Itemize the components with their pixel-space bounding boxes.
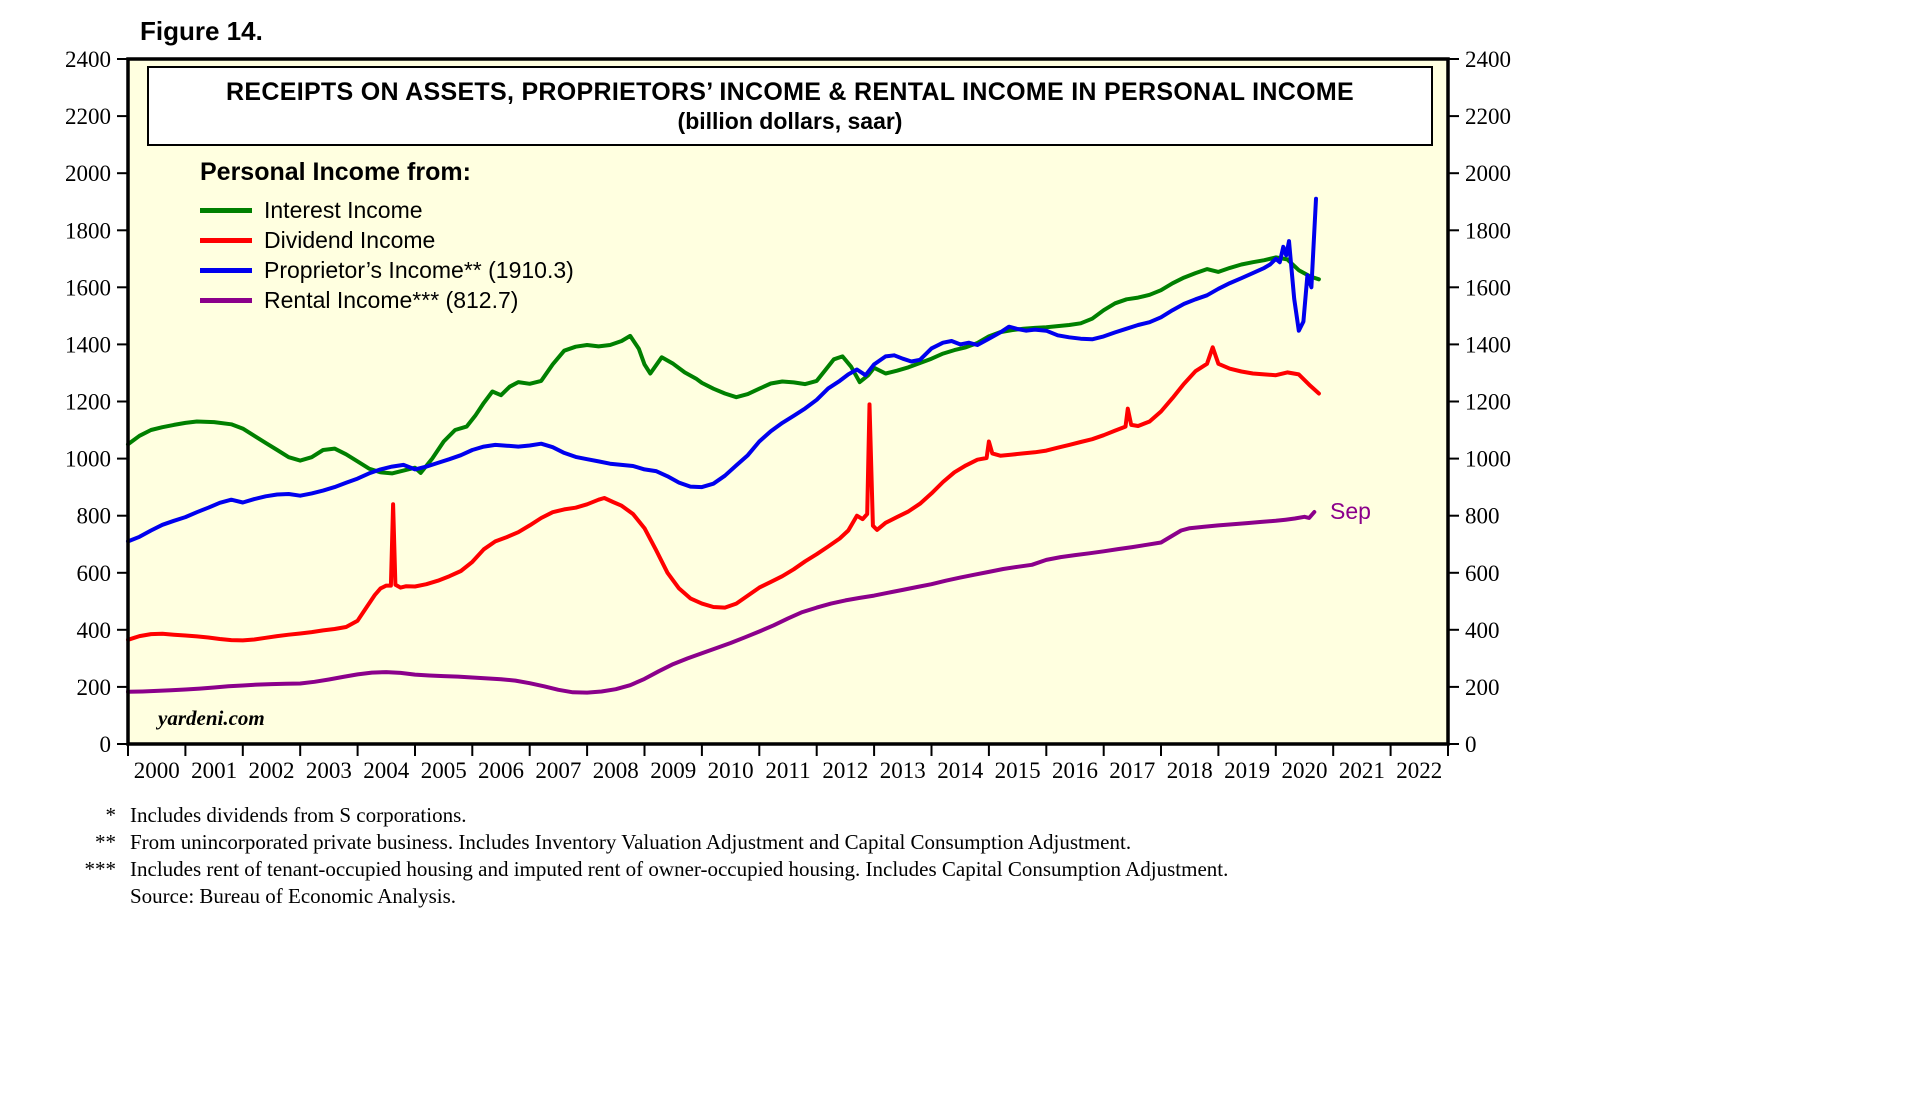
chart-title-box: RECEIPTS ON ASSETS, PROPRIETORS’ INCOME …: [147, 66, 1433, 146]
y-tick-label: 800: [1465, 504, 1500, 529]
y-tick-label: 200: [1465, 675, 1500, 700]
y-tick-label: 600: [77, 561, 112, 586]
y-tick-label: 2200: [1465, 104, 1511, 129]
sep-annotation: Sep: [1330, 498, 1371, 524]
y-tick-label: 0: [100, 732, 112, 757]
legend-header: Personal Income from:: [200, 158, 471, 186]
x-tick-label: 2017: [1109, 758, 1155, 783]
legend-swatch-proprietors-income: [200, 267, 252, 273]
y-tick-label: 1000: [1465, 447, 1511, 472]
x-tick-label: 2019: [1224, 758, 1270, 783]
footnote-marker: ***: [84, 857, 117, 881]
series-rental-income-line: [126, 510, 1317, 695]
y-tick-label: 800: [77, 504, 112, 529]
y-tick-label: 1800: [1465, 218, 1511, 243]
legend-swatch-interest-income: [200, 207, 252, 213]
x-tick-label: 2009: [650, 758, 696, 783]
x-tick-label: 2003: [306, 758, 352, 783]
x-tick-label: 2005: [421, 758, 467, 783]
x-tick-label: 2000: [134, 758, 180, 783]
x-tick-label: 2013: [880, 758, 926, 783]
x-tick-label: 2007: [535, 758, 581, 783]
legend-item: Dividend Income: [200, 225, 574, 255]
footnote-marker: *: [105, 803, 117, 827]
footnote-text: Includes rent of tenant-occupied housing…: [130, 857, 1229, 881]
y-tick-label: 1600: [65, 275, 111, 300]
y-tick-label: 1400: [1465, 332, 1511, 357]
footnote-row: *** Includes rent of tenant-occupied hou…: [70, 856, 1229, 883]
legend-swatch-rental-income: [200, 297, 252, 303]
legend: Personal Income from: Interest Income Div…: [200, 158, 574, 315]
x-tick-label: 2010: [708, 758, 754, 783]
y-tick-label: 1200: [65, 390, 111, 415]
y-tick-label: 1000: [65, 447, 111, 472]
source-text: Source: Bureau of Economic Analysis.: [130, 884, 457, 908]
chart-title: RECEIPTS ON ASSETS, PROPRIETORS’ INCOME …: [226, 78, 1354, 106]
x-tick-label: 2006: [478, 758, 524, 783]
x-tick-label: 2020: [1282, 758, 1328, 783]
x-tick-label: 2002: [249, 758, 295, 783]
footnote-row: ** From unincorporated private business.…: [70, 829, 1228, 856]
x-tick-label: 2011: [765, 758, 810, 783]
legend-item-label: Rental Income*** (812.7): [264, 286, 519, 313]
y-tick-label: 200: [77, 675, 112, 700]
y-tick-label: 1200: [1465, 390, 1511, 415]
y-tick-label: 600: [1465, 561, 1500, 586]
y-tick-label: 2400: [1465, 47, 1511, 72]
y-tick-label: 2000: [65, 161, 111, 186]
y-tick-label: 2200: [65, 104, 111, 129]
series-proprietors-income-line: [126, 196, 1318, 544]
x-tick-label: 2004: [363, 758, 410, 783]
legend-items: Interest Income Dividend Income Proprietor…: [200, 195, 574, 315]
footnote-text: From unincorporated private business. In…: [130, 830, 1132, 854]
footnote-marker: **: [95, 830, 116, 854]
legend-item: Rental Income*** (812.7): [200, 285, 574, 315]
y-tick-label: 1600: [1465, 275, 1511, 300]
x-tick-label: 2014: [937, 758, 984, 783]
x-tick-label: 2012: [822, 758, 868, 783]
footnote-text: Includes dividends from S corporations.: [130, 803, 467, 827]
x-tick-label: 2021: [1339, 758, 1385, 783]
y-tick-label: 400: [1465, 618, 1500, 643]
legend-item: Proprietor’s Income** (1910.3): [200, 255, 574, 285]
series-interest-income-line: [126, 255, 1321, 476]
y-tick-label: 0: [1465, 732, 1477, 757]
x-tick-label: 2018: [1167, 758, 1213, 783]
y-tick-label: 2400: [65, 47, 111, 72]
plot-area: [128, 59, 1448, 744]
legend-item: Interest Income: [200, 195, 574, 225]
y-tick-label: 2000: [1465, 161, 1511, 186]
y-tick-label: 1400: [65, 332, 111, 357]
y-tick-label: 400: [77, 618, 112, 643]
x-tick-label: 2016: [1052, 758, 1098, 783]
footnotes: * Includes dividends from S corporations…: [70, 802, 1229, 910]
legend-swatch-dividend-income: [200, 237, 252, 243]
chart-subtitle: (billion dollars, saar): [677, 108, 903, 134]
footnote-marker: [70, 883, 116, 910]
legend-item-label: Dividend Income: [264, 226, 436, 253]
x-tick-label: 2008: [593, 758, 639, 783]
figure-label: Figure 14.: [140, 16, 263, 46]
x-tick-label: 2015: [995, 758, 1041, 783]
legend-item-label: Interest Income: [264, 196, 423, 223]
plot-border: [126, 57, 1450, 746]
x-tick-label: 2022: [1396, 758, 1442, 783]
footnote-row: * Includes dividends from S corporations…: [70, 802, 1228, 829]
footnote-row: Source: Bureau of Economic Analysis.: [70, 883, 1228, 910]
legend-item-label: Proprietor’s Income** (1910.3): [264, 256, 574, 283]
x-tick-label: 2001: [191, 758, 237, 783]
series-dividend-income-line: [126, 345, 1321, 643]
y-tick-label: 1800: [65, 218, 111, 243]
watermark: yardeni.com: [158, 706, 265, 730]
